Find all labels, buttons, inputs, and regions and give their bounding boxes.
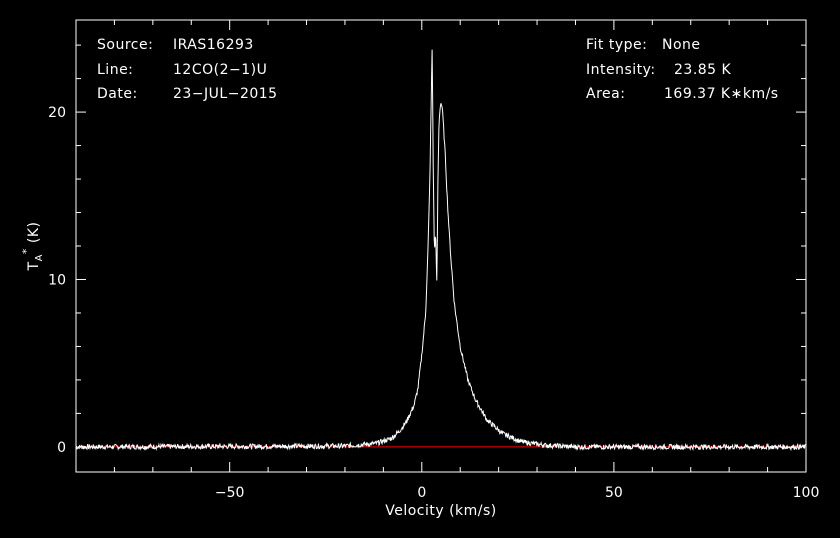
info-fit-value: None xyxy=(662,37,701,53)
info-date-key: Date: xyxy=(97,86,138,102)
y-tick-label: 0 xyxy=(57,440,66,456)
plot-frame xyxy=(75,19,807,473)
x-axis-label: Velocity (km/s) xyxy=(385,503,497,519)
x-tick-label: 0 xyxy=(417,485,426,501)
info-right: Fit type: None Intensity: 23.85 K Area: … xyxy=(586,37,779,102)
y-axis-label-text: TA* (K) xyxy=(20,222,45,272)
y-axis-label: TA* (K) xyxy=(20,222,45,272)
y-label-unit: (K) xyxy=(26,222,42,249)
y-label-sup: * xyxy=(20,248,33,254)
tick-labels: −50 0 50 100 0 10 20 xyxy=(48,105,819,501)
info-date-value: 23−JUL−2015 xyxy=(173,86,278,102)
y-label-sub: A xyxy=(34,254,45,261)
x-tick-label: 50 xyxy=(605,485,623,501)
info-area-key: Area: xyxy=(586,86,625,102)
info-fit-key: Fit type: xyxy=(586,37,647,53)
info-intensity-key: Intensity: xyxy=(586,62,656,78)
info-line-key: Line: xyxy=(97,62,133,78)
info-left: Source: IRAS16293 Line: 12CO(2−1)U Date:… xyxy=(97,37,278,102)
info-source-value: IRAS16293 xyxy=(173,37,254,53)
info-line-value: 12CO(2−1)U xyxy=(173,62,267,78)
info-intensity-value: 23.85 K xyxy=(674,62,732,78)
y-label-main: T xyxy=(26,261,42,271)
x-tick-label: −50 xyxy=(215,485,245,501)
spectrum-line xyxy=(75,49,806,452)
info-area-value: 169.37 K∗km/s xyxy=(664,86,779,102)
y-tick-label: 10 xyxy=(48,272,66,288)
info-source-key: Source: xyxy=(97,37,153,53)
y-tick-label: 20 xyxy=(48,105,66,121)
x-tick-label: 100 xyxy=(793,485,820,501)
